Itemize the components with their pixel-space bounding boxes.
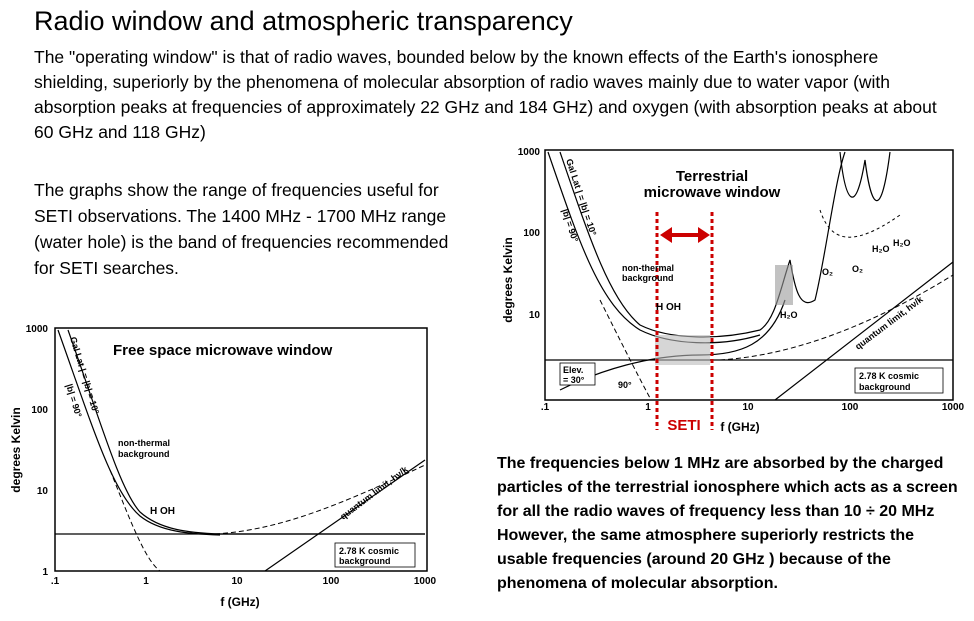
- left-quantum-label: quantum limit, hν/k: [338, 464, 410, 522]
- left-nonthermal-label-2: background: [118, 449, 170, 459]
- right-gal-lat-label: Gal Lat | = |b| = 10°: [564, 158, 598, 238]
- right-xtick: 100: [842, 402, 859, 413]
- right-lower-curve: [559, 299, 786, 391]
- left-gal-curve: [67, 329, 425, 535]
- right-xtick: 1000: [942, 402, 965, 413]
- right-o2-label-2: O₂: [852, 264, 863, 274]
- left-xtick: 1: [143, 576, 149, 587]
- left-xlabel: f (GHz): [220, 595, 259, 609]
- left-xtick: 1000: [414, 576, 437, 587]
- right-xtick: 10: [742, 402, 754, 413]
- right-b90-label: |b| = 90°: [560, 208, 580, 244]
- right-chart-title: Terrestrial: [676, 168, 748, 185]
- right-ytick: 10: [529, 310, 541, 321]
- right-o2-label: O₂: [822, 267, 833, 277]
- left-cosmic-label-2: background: [339, 556, 391, 566]
- right-plot-frame: [544, 149, 954, 401]
- right-h2o-label: H₂O: [780, 310, 798, 320]
- right-hoh-label: H OH: [656, 302, 681, 313]
- right-quantum-label: quantum limit, hν/k: [853, 294, 925, 352]
- right-cosmic-label-2: background: [859, 382, 911, 392]
- left-b90-curve: [57, 329, 221, 536]
- right-nonthermal-label: non-thermal: [622, 263, 674, 273]
- left-cosmic-label: 2.78 K cosmic: [339, 546, 399, 556]
- left-ytick: 10: [37, 486, 49, 497]
- intro-paragraph: The "operating window" is that of radio …: [34, 47, 937, 142]
- right-ytick: 1000: [518, 147, 541, 158]
- right-h2o-label-2: H₂O: [872, 244, 890, 254]
- left-hoh-label: H OH: [150, 506, 175, 517]
- left-b90-label: |b| = 90°: [64, 383, 84, 419]
- right-elev-label: Elev.: [563, 365, 583, 375]
- right-chart-title-2: microwave window: [644, 184, 781, 201]
- page-title: Radio window and atmospheric transparenc…: [34, 6, 573, 36]
- left-dashed-drop: [109, 469, 161, 572]
- right-dashed-drop: [599, 299, 651, 399]
- right-noise-band: [655, 335, 710, 365]
- right-ylabel: degrees Kelvin: [501, 237, 515, 322]
- ionosphere-paragraph: The frequencies below 1 MHz are absorbed…: [497, 455, 958, 592]
- right-b90-curve: [547, 151, 761, 344]
- right-upper-curve: [559, 151, 846, 338]
- left-ytick: 100: [31, 405, 48, 416]
- left-nonthermal-label: non-thermal: [118, 438, 170, 448]
- right-ytick: 100: [523, 228, 540, 239]
- left-ylabel: degrees Kelvin: [9, 407, 23, 492]
- seti-arrow-left: [660, 227, 672, 243]
- right-xtick: .1: [541, 402, 550, 413]
- seti-arrow-right: [698, 227, 710, 243]
- left-xtick: 10: [231, 576, 243, 587]
- right-absorption-dashed: [819, 209, 901, 238]
- right-h2o-band: [775, 265, 793, 305]
- right-xtick: 1: [645, 402, 651, 413]
- right-absorption-peaks: [839, 151, 891, 202]
- right-quantum-line: [774, 261, 954, 401]
- left-quantum-line: [264, 459, 426, 572]
- right-nonthermal-label-2: background: [622, 273, 674, 283]
- left-ytick: 1000: [26, 324, 49, 335]
- seti-label: SETI: [667, 417, 700, 434]
- left-ytick: 1: [42, 567, 48, 578]
- right-xlabel: f (GHz): [720, 420, 759, 434]
- left-gal-lat-label: Gal Lat | = |b| = 10°: [68, 336, 101, 416]
- left-quantum-dashed: [214, 464, 426, 535]
- left-xtick: 100: [323, 576, 340, 587]
- left-xtick: .1: [51, 576, 60, 587]
- right-quantum-dashed: [719, 274, 954, 361]
- right-elev90-label: 90°: [618, 380, 632, 390]
- right-elev-label-2: = 30°: [563, 375, 585, 385]
- right-cosmic-label: 2.78 K cosmic: [859, 371, 919, 381]
- seti-range-paragraph: The graphs show the range of frequencies…: [34, 180, 449, 278]
- left-chart-title: Free space microwave window: [113, 342, 333, 359]
- left-plot-frame: [54, 327, 428, 572]
- right-h2o-label-3: H₂O: [893, 238, 911, 248]
